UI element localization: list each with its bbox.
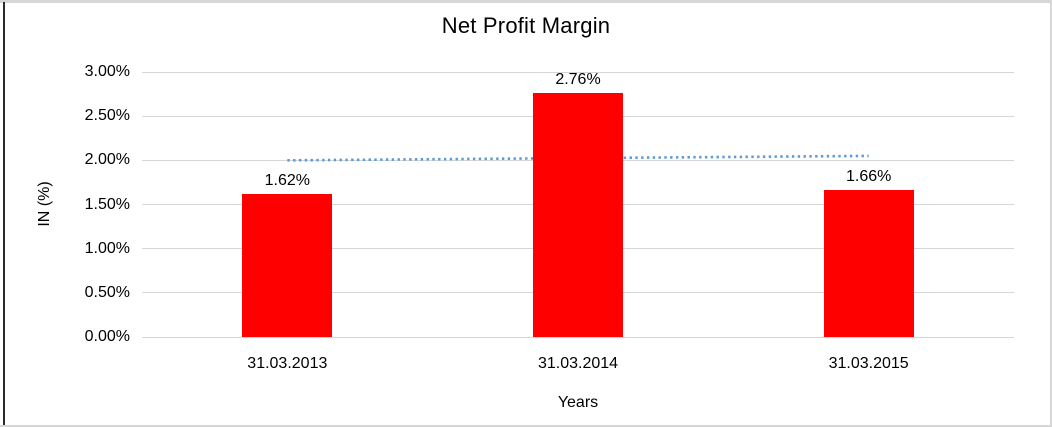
chart-border-left <box>3 2 5 425</box>
bar-data-label: 1.62% <box>264 171 311 189</box>
x-tick-label: 31.03.2015 <box>828 355 909 372</box>
bar-31.03.2015 <box>823 190 914 337</box>
x-axis-title: Years <box>557 394 599 411</box>
y-axis-tick-labels: 0.00% 0.50% 1.00% 1.50% 2.00% 2.50% 3.00% <box>0 63 130 345</box>
bar-data-label: 1.66% <box>845 168 892 186</box>
chart-border-top <box>0 0 1052 3</box>
y-tick-label: 1.50% <box>84 195 130 213</box>
x-tick-label: 31.03.2013 <box>247 355 328 372</box>
y-tick-label: 2.00% <box>84 151 130 169</box>
bar-31.03.2013 <box>242 193 333 337</box>
bar-data-label: 2.76% <box>555 71 601 89</box>
y-tick-label: 0.50% <box>84 283 130 301</box>
y-tick-label: 3.00% <box>84 63 130 80</box>
x-axis-tick-labels: 31.03.2013 31.03.2014 31.03.2015 <box>142 355 1014 375</box>
bar-31.03.2014 <box>533 93 623 337</box>
gridline <box>142 336 1014 338</box>
chart-border-bottom <box>0 425 1052 427</box>
plot-area: 1.62% 2.76% 1.66% <box>142 71 1014 338</box>
y-tick-label: 0.00% <box>84 328 130 345</box>
chart-border-right <box>1050 0 1052 427</box>
y-tick-label: 2.50% <box>84 107 130 125</box>
x-tick-label: 31.03.2014 <box>537 355 619 372</box>
gridline <box>142 71 1014 73</box>
y-tick-label: 1.00% <box>84 239 130 257</box>
chart-title: Net Profit Margin <box>441 13 611 38</box>
